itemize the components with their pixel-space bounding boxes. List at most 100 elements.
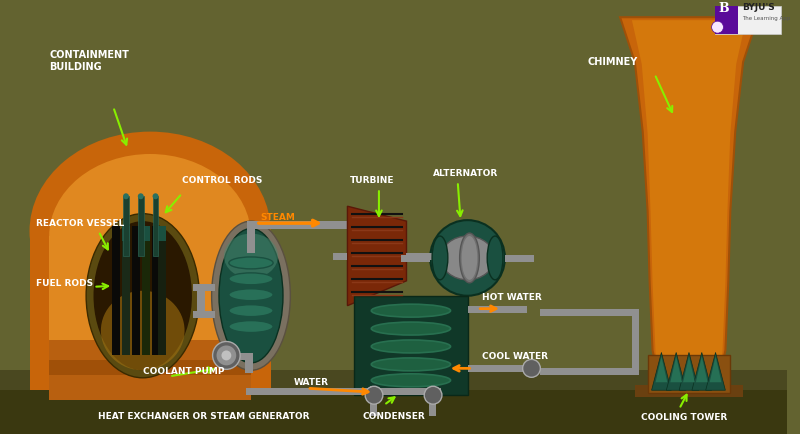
Polygon shape	[692, 352, 712, 390]
Ellipse shape	[229, 321, 273, 332]
Bar	[112, 226, 120, 355]
Text: ALTERNATOR: ALTERNATOR	[433, 169, 498, 178]
Ellipse shape	[212, 221, 290, 370]
Circle shape	[222, 350, 231, 360]
Polygon shape	[651, 352, 671, 390]
Bar	[234, 353, 253, 360]
Bar	[158, 226, 166, 241]
Bar	[406, 253, 436, 260]
Text: CHIMNEY: CHIMNEY	[587, 57, 638, 67]
Ellipse shape	[229, 289, 273, 301]
Ellipse shape	[462, 236, 478, 280]
Ellipse shape	[224, 233, 278, 278]
Bar	[648, 355, 730, 393]
Ellipse shape	[123, 193, 129, 199]
Bar	[122, 226, 130, 241]
Bar	[467, 306, 526, 312]
Ellipse shape	[371, 340, 450, 353]
Text: BYJU'S: BYJU'S	[742, 3, 775, 12]
Bar	[197, 291, 205, 318]
Bar	[123, 196, 129, 256]
Bar	[354, 296, 467, 395]
Bar	[132, 226, 140, 355]
Text: HOT WATER: HOT WATER	[482, 293, 542, 302]
Circle shape	[430, 220, 505, 296]
Circle shape	[213, 342, 240, 369]
Ellipse shape	[86, 214, 199, 378]
Bar	[505, 255, 534, 262]
Polygon shape	[347, 206, 406, 306]
Text: TURBINE: TURBINE	[350, 176, 394, 185]
Polygon shape	[696, 356, 708, 382]
Ellipse shape	[229, 273, 273, 285]
Bar	[254, 221, 347, 229]
Bar	[429, 386, 436, 416]
Text: FUEL RODS: FUEL RODS	[37, 279, 94, 288]
Polygon shape	[620, 17, 758, 390]
Bar	[714, 6, 738, 34]
Bar	[247, 221, 255, 253]
Bar	[138, 196, 144, 256]
Text: The Learning App: The Learning App	[742, 16, 790, 21]
Polygon shape	[706, 352, 726, 390]
Text: CONTAINMENT
BUILDING: CONTAINMENT BUILDING	[50, 50, 129, 72]
Bar	[0, 390, 787, 434]
Ellipse shape	[101, 291, 185, 370]
Ellipse shape	[371, 358, 450, 371]
Polygon shape	[683, 356, 695, 382]
Ellipse shape	[30, 132, 270, 331]
Bar	[142, 226, 150, 355]
Circle shape	[217, 345, 236, 365]
Ellipse shape	[219, 229, 283, 363]
Text: STEAM: STEAM	[261, 213, 296, 222]
Polygon shape	[710, 356, 722, 382]
Bar	[374, 388, 441, 395]
Text: WATER: WATER	[294, 378, 328, 387]
Bar	[151, 226, 159, 355]
Ellipse shape	[94, 221, 192, 370]
Polygon shape	[679, 352, 699, 390]
Text: HEAT EXCHANGER OR STEAM GENERATOR: HEAT EXCHANGER OR STEAM GENERATOR	[98, 412, 310, 421]
Circle shape	[424, 386, 442, 404]
Bar	[0, 370, 787, 434]
Bar	[158, 226, 166, 355]
Bar	[193, 284, 214, 291]
Bar	[540, 309, 638, 316]
Bar	[142, 226, 150, 241]
Bar	[635, 385, 743, 397]
Text: COOLANT PUMP: COOLANT PUMP	[142, 367, 224, 376]
Bar	[30, 231, 270, 390]
Ellipse shape	[153, 193, 158, 199]
Ellipse shape	[441, 236, 494, 280]
Bar	[50, 341, 251, 400]
Bar	[632, 309, 638, 375]
Text: COOLING TOWER: COOLING TOWER	[641, 413, 727, 422]
Bar	[370, 386, 377, 416]
Polygon shape	[670, 356, 682, 382]
Ellipse shape	[50, 154, 251, 318]
Polygon shape	[655, 356, 667, 382]
Ellipse shape	[138, 193, 144, 199]
Bar	[333, 253, 347, 260]
Text: CONTROL RODS: CONTROL RODS	[182, 176, 262, 185]
Ellipse shape	[371, 322, 450, 335]
Ellipse shape	[371, 374, 450, 387]
Polygon shape	[632, 20, 746, 388]
Ellipse shape	[487, 236, 503, 280]
Ellipse shape	[432, 236, 448, 280]
Ellipse shape	[371, 304, 450, 317]
Ellipse shape	[229, 305, 273, 317]
Bar	[245, 353, 253, 373]
Bar	[153, 196, 158, 256]
Bar	[122, 226, 130, 355]
Text: CONDENSER: CONDENSER	[362, 412, 425, 421]
Circle shape	[365, 386, 383, 404]
Text: B: B	[718, 2, 729, 15]
Ellipse shape	[229, 257, 273, 269]
Bar	[540, 368, 638, 375]
Bar	[714, 6, 782, 34]
Circle shape	[712, 21, 723, 33]
Circle shape	[522, 359, 540, 377]
Text: REACTOR VESSEL: REACTOR VESSEL	[37, 219, 125, 228]
Polygon shape	[666, 352, 686, 390]
